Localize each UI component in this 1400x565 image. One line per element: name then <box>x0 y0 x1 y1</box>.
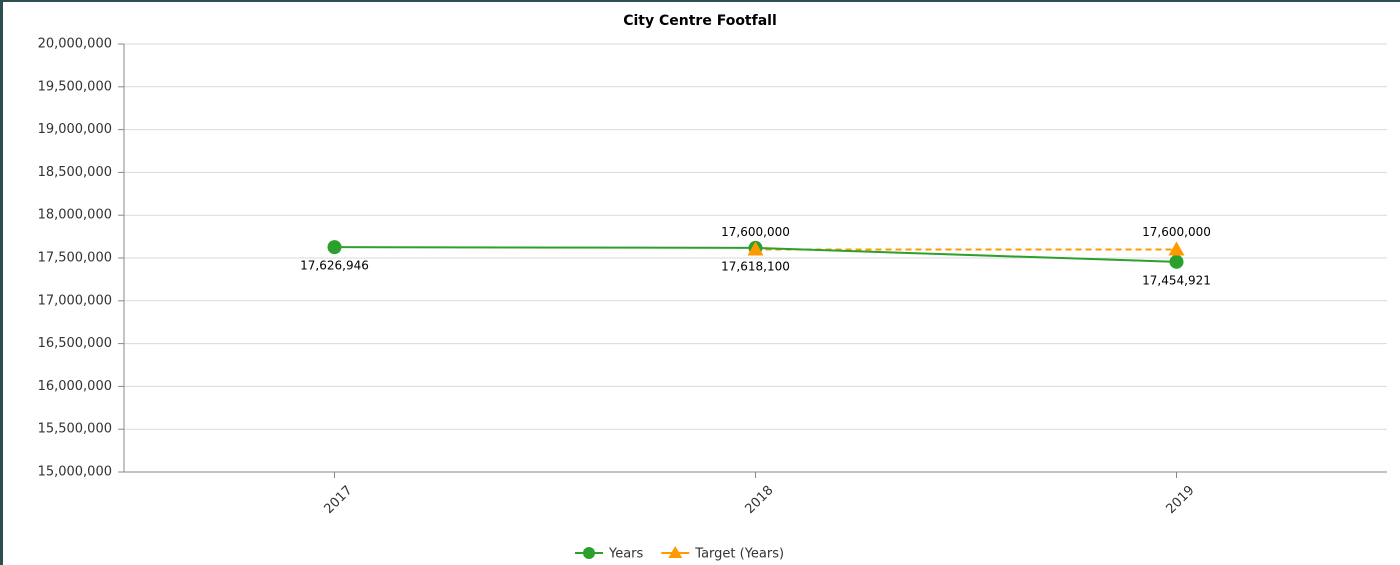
legend-marker <box>668 546 683 558</box>
y-tick-label: 15,500,000 <box>38 422 112 437</box>
y-tick-label: 19,000,000 <box>38 122 112 137</box>
y-tick-label: 15,000,000 <box>38 465 112 480</box>
y-tick-label: 20,000,000 <box>38 37 112 52</box>
data-label: 17,618,100 <box>721 259 790 273</box>
legend-marker <box>583 547 595 559</box>
data-label: 17,600,000 <box>1142 225 1211 239</box>
y-tick-label: 18,000,000 <box>38 208 112 223</box>
y-tick-label: 16,500,000 <box>38 336 112 351</box>
data-point <box>747 241 764 256</box>
data-label: 17,454,921 <box>1142 273 1211 287</box>
y-tick-label: 17,000,000 <box>38 293 112 308</box>
legend: Years Target (Years) <box>575 546 784 562</box>
data-label: 17,626,946 <box>300 259 369 273</box>
legend-label: Target (Years) <box>694 547 784 562</box>
y-tick-label: 16,000,000 <box>38 379 112 394</box>
data-label: 17,600,000 <box>721 225 790 239</box>
data-point <box>1169 254 1184 269</box>
y-tick-label: 18,500,000 <box>38 165 112 180</box>
data-point <box>1168 241 1185 256</box>
chart-title: City Centre Footfall <box>623 13 777 29</box>
data-point <box>327 240 342 255</box>
legend-label: Years <box>608 547 644 562</box>
y-tick-label: 19,500,000 <box>38 79 112 94</box>
y-tick-label: 17,500,000 <box>38 251 112 266</box>
